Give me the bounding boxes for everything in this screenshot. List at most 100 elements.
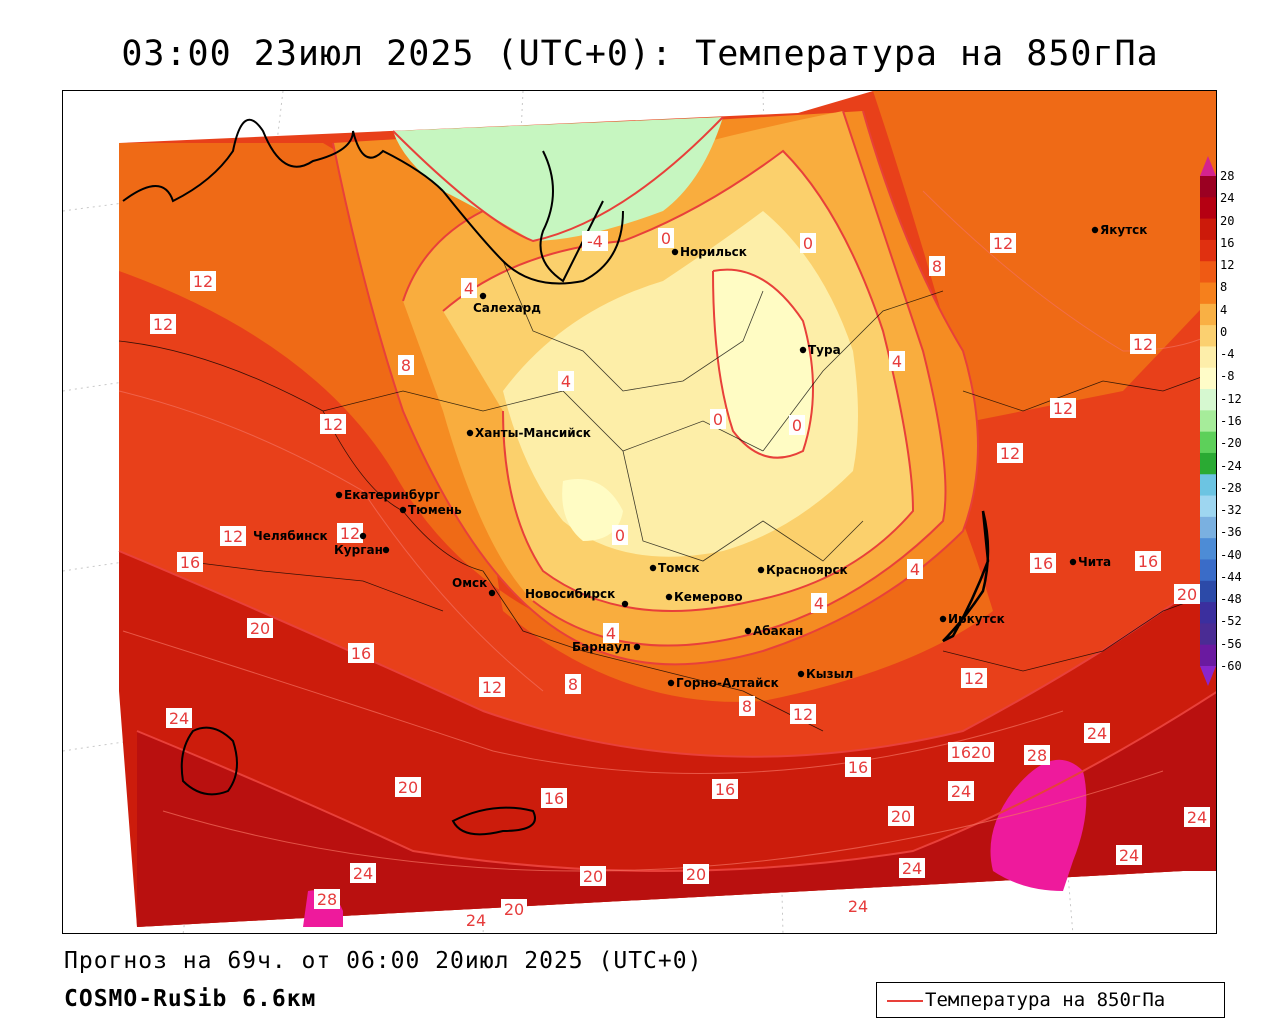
svg-text:4: 4: [561, 372, 571, 391]
svg-text:12: 12: [223, 527, 243, 546]
city-label: Барнаул: [572, 640, 631, 654]
svg-text:-4: -4: [587, 232, 603, 251]
city-label: Якутск: [1100, 223, 1147, 237]
map-canvas: -4 0 0 0 0 0 4 4 4 4 4 4 8 8 8 8 12 12 12 12 12 12 12 12 12 12 12 1…: [63, 91, 1216, 933]
isotherm-label: 16: [1135, 551, 1161, 571]
city-marker: Тюмень: [399, 503, 462, 517]
colorbar-segment: [1200, 239, 1216, 262]
svg-text:4: 4: [814, 594, 824, 613]
city-label: Ханты-Мансийск: [475, 426, 591, 440]
svg-text:28: 28: [1027, 746, 1047, 765]
forecast-info: Прогноз на 69ч. от 06:00 20июл 2025 (UTC…: [64, 948, 703, 974]
isotherm-label: 16: [348, 643, 374, 663]
city-dot: [667, 679, 675, 687]
isotherm-label: 12: [1050, 398, 1076, 418]
city-dot: [633, 643, 641, 651]
isotherm-label: 20: [580, 866, 606, 886]
colorbar-tick-label: 28: [1220, 169, 1235, 183]
city-marker: Якутск: [1091, 223, 1147, 237]
city-dot: [488, 589, 496, 597]
city-dot: [744, 627, 752, 635]
colorbar-segment: [1200, 389, 1216, 411]
svg-text:12: 12: [323, 415, 343, 434]
city-dot: [1091, 226, 1099, 234]
city-dot: [479, 292, 487, 300]
city-label: Красноярск: [766, 563, 848, 577]
isotherm-label: 8: [929, 256, 945, 276]
colorbar-tick-label: 0: [1220, 324, 1228, 339]
city-dot: [382, 546, 390, 554]
city-label: Чита: [1078, 555, 1111, 569]
isotherm-label: 20: [1174, 584, 1200, 604]
city-marker: Екатеринбург: [335, 488, 440, 502]
isotherm-label: 8: [398, 355, 414, 375]
svg-text:12: 12: [482, 678, 502, 697]
city-dot: [359, 532, 367, 540]
zone-20-24: [119, 551, 1216, 927]
isotherm-label: 16: [177, 552, 203, 572]
legend-line-swatch: [887, 1000, 923, 1002]
isotherm-label: 24: [948, 781, 974, 801]
isotherm-label: 20: [247, 618, 273, 638]
city-marker: Салехард: [473, 292, 541, 315]
svg-text:16: 16: [544, 789, 564, 808]
isotherm-label: 16: [845, 757, 871, 777]
svg-text:1620: 1620: [951, 743, 992, 762]
city-dot: [649, 564, 657, 572]
isotherm-label: 4: [603, 623, 619, 643]
isotherm-label: 12: [990, 233, 1016, 253]
colorbar-segment: [1200, 559, 1216, 582]
city-dot: [335, 491, 343, 499]
city-dot: [799, 346, 807, 354]
city-dot: [665, 593, 673, 601]
city-marker: Челябинск: [253, 529, 367, 543]
colorbar-segment: [1200, 580, 1216, 603]
svg-text:12: 12: [964, 669, 984, 688]
colorbar-tick-label: -36: [1220, 525, 1242, 540]
isotherm-label: 24: [1184, 807, 1210, 827]
isotherm-label: 0: [789, 415, 805, 435]
svg-text:12: 12: [1133, 335, 1153, 354]
city-label: Тюмень: [408, 503, 462, 517]
colorbar-segment: [1200, 431, 1216, 454]
isotherm-label: 1620: [948, 742, 994, 762]
isotherm-labels: -4 0 0 0 0 0 4 4 4 4 4 4 8 8 8 8 12 12 12 12 12 12 12 12 12 12 12 1…: [150, 228, 1210, 930]
isotherm-label: 4: [558, 371, 574, 391]
svg-text:8: 8: [568, 675, 578, 694]
svg-text:12: 12: [153, 315, 173, 334]
colorbar-tick-label: -60: [1220, 658, 1242, 673]
isotherm-label: 20: [683, 864, 709, 884]
svg-text:12: 12: [793, 705, 813, 724]
svg-text:16: 16: [180, 553, 200, 572]
colorbar-segment: [1200, 346, 1216, 369]
city-label: Абакан: [753, 624, 803, 638]
isotherm-label: 0: [612, 525, 628, 545]
city-label: Челябинск: [253, 529, 328, 543]
colorbar-tick-label: -24: [1220, 458, 1242, 473]
city-layer: Норильск Якутск Салехард Тура Ханты-Мансийск…: [253, 223, 1147, 690]
svg-text:16: 16: [715, 780, 735, 799]
city-dot: [939, 615, 947, 623]
isotherm-label: 12: [997, 443, 1023, 463]
isotherm-label: -4: [582, 231, 608, 251]
isotherm-label: 20: [395, 777, 421, 797]
city-label: Кемерово: [674, 590, 743, 604]
isotherm-label: 28: [314, 889, 340, 909]
svg-text:28: 28: [317, 890, 337, 909]
colorbar-segment: [1200, 176, 1216, 198]
isotherm-label: 12: [190, 271, 216, 291]
svg-text:4: 4: [464, 279, 474, 298]
city-label: Новосибирск: [525, 587, 615, 601]
colorbar-segment: [1200, 602, 1216, 624]
isotherm-label: 20: [888, 806, 914, 826]
svg-text:0: 0: [713, 410, 723, 429]
temperature-map[interactable]: -4 0 0 0 0 0 4 4 4 4 4 4 8 8 8 8 12 12 12 12 12 12 12 12 12 12 12 1…: [62, 90, 1217, 934]
city-dot: [757, 566, 765, 574]
city-marker: Горно-Алтайск: [667, 676, 779, 690]
city-label: Тура: [808, 343, 841, 357]
colorbar-tick-label: -48: [1220, 592, 1242, 607]
city-label: Омск: [452, 576, 487, 590]
isotherm-label: 12: [337, 523, 363, 543]
legend: Температура на 850гПа: [876, 982, 1225, 1018]
svg-text:12: 12: [993, 234, 1013, 253]
